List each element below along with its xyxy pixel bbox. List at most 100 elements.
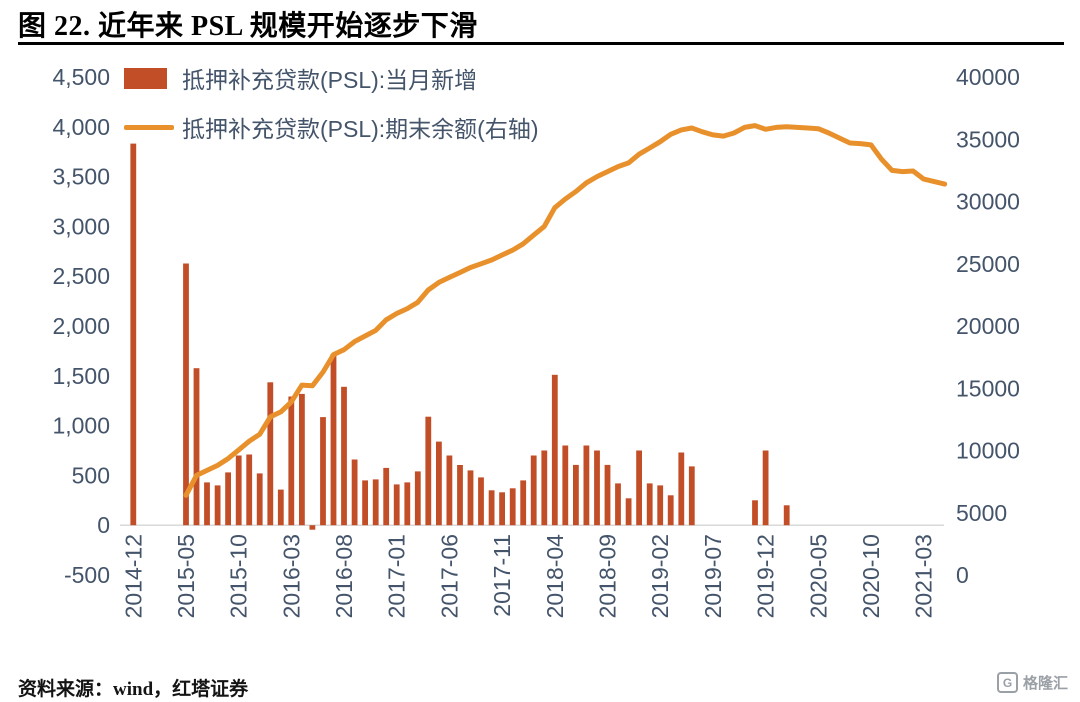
bar [488,490,495,526]
legend-label-bar-series: 抵押补充贷款(PSL):当月新增 [182,67,478,93]
bar-series-swatch [124,67,167,89]
left-axis-tick-label: -500 [64,562,110,588]
left-axis-tick-label: 2,500 [52,263,110,289]
x-axis-tick-label: 2020-05 [805,534,831,618]
bar [362,480,368,526]
line-series-swatch [124,124,174,130]
bar [467,470,474,526]
right-axis: 40000 35000 30000 25000 20000 15000 10000 5000 0 [956,64,1020,588]
left-axis-tick-label: 4,000 [52,114,110,140]
x-axis-tick-label: 2015-05 [173,534,199,618]
x-axis-tick-label: 2015-10 [226,534,252,618]
bar [330,354,337,526]
bar [446,455,453,526]
bar [341,386,347,526]
bar [762,450,769,526]
bar [625,498,632,526]
bar [520,480,527,526]
bar [551,374,558,526]
bar [646,483,653,526]
gelonghui-logo-text: 格隆汇 [1022,675,1068,692]
bar-series [130,143,790,530]
bar [130,143,137,526]
bar [320,417,326,526]
bar [657,485,664,526]
gelonghui-logo-icon: G [996,672,1018,693]
bar [667,495,674,526]
left-axis-tick-label: 4,500 [52,64,110,90]
left-axis-tick-label: 3,000 [52,213,110,239]
right-axis-tick-label: 10000 [956,438,1020,464]
bar [246,454,253,526]
legend-swatch-wrap [124,124,182,130]
gelonghui-watermark: G 格隆汇 [996,672,1068,693]
bar [478,477,484,526]
bar [583,445,590,526]
chart-legend: 抵押补充贷款(PSL):当月新增 抵押补充贷款(PSL):期末余额(右轴) [124,63,539,161]
bar [214,485,221,526]
bar [383,467,390,526]
bar [457,465,463,526]
bar [509,488,516,526]
bar [309,525,316,530]
x-axis-tick-label: 2019-12 [753,534,779,618]
bar [404,482,411,526]
legend-item-bar-series: 抵押补充贷款(PSL):当月新增 [124,63,539,93]
bar [235,455,242,526]
bar [372,479,379,526]
left-axis-tick-label: 500 [72,462,110,488]
x-axis-tick-label: 2017-01 [384,534,410,618]
bar [193,368,200,526]
bar [183,263,189,526]
x-axis-tick-label: 2014-12 [120,534,146,618]
source-note: 资料来源：wind，红塔证券 [18,679,249,700]
bar [277,489,284,526]
balance-line [183,123,948,498]
right-axis-tick-label: 20000 [956,313,1020,339]
right-axis-tick-label: 0 [956,562,969,588]
x-axis-tick-label: 2019-02 [647,534,673,618]
bar [636,450,642,526]
right-axis-tick-label: 30000 [956,189,1020,215]
bar [256,473,263,526]
bar [288,396,295,526]
bar [530,455,537,526]
bar [752,500,758,526]
bar [604,464,611,526]
bar [573,464,579,526]
legend-swatch-wrap [124,67,182,89]
legend-label-line-series: 抵押补充贷款(PSL):期末余额(右轴) [182,116,539,142]
x-axis-tick-label: 2016-03 [278,534,304,618]
bar [351,459,358,526]
legend-item-line-series: 抵押补充贷款(PSL):期末余额(右轴) [124,112,539,142]
x-axis-tick-label: 2017-11 [489,534,515,617]
bar [299,393,305,526]
left-axis: 4,500 4,000 3,500 3,000 2,500 2,000 1,500 1,000… [52,64,110,588]
bar [594,450,600,526]
x-axis-tick-label: 2018-09 [595,534,621,618]
x-axis-tick-label: 2018-04 [542,534,568,619]
bar [393,484,400,526]
right-axis-tick-label: 15000 [956,375,1020,401]
left-axis-tick-label: 3,500 [52,164,110,190]
x-axis-tick-label: 2020-10 [858,534,884,618]
bar [204,482,210,526]
bar [541,450,548,526]
left-axis-tick-label: 2,000 [52,313,110,339]
title-underline [18,42,1064,45]
bar [688,466,695,526]
bar [499,492,505,526]
bar [425,416,432,526]
right-axis-tick-label: 35000 [956,126,1020,152]
right-axis-tick-label: 40000 [956,64,1020,90]
left-axis-tick-label: 0 [97,512,110,538]
bar [414,471,421,526]
x-axis-tick-label: 2021-03 [911,534,937,618]
x-axis-tick-label: 2016-08 [331,534,357,618]
right-axis-tick-label: 25000 [956,251,1020,277]
page-title: 图 22. 近年来 PSL 规模开始逐步下滑 [18,11,478,42]
x-axis: 2014-12 2015-05 2015-10 2016-03 2016-08 2017-… [120,534,936,619]
bar [225,472,231,526]
bar [562,445,569,526]
